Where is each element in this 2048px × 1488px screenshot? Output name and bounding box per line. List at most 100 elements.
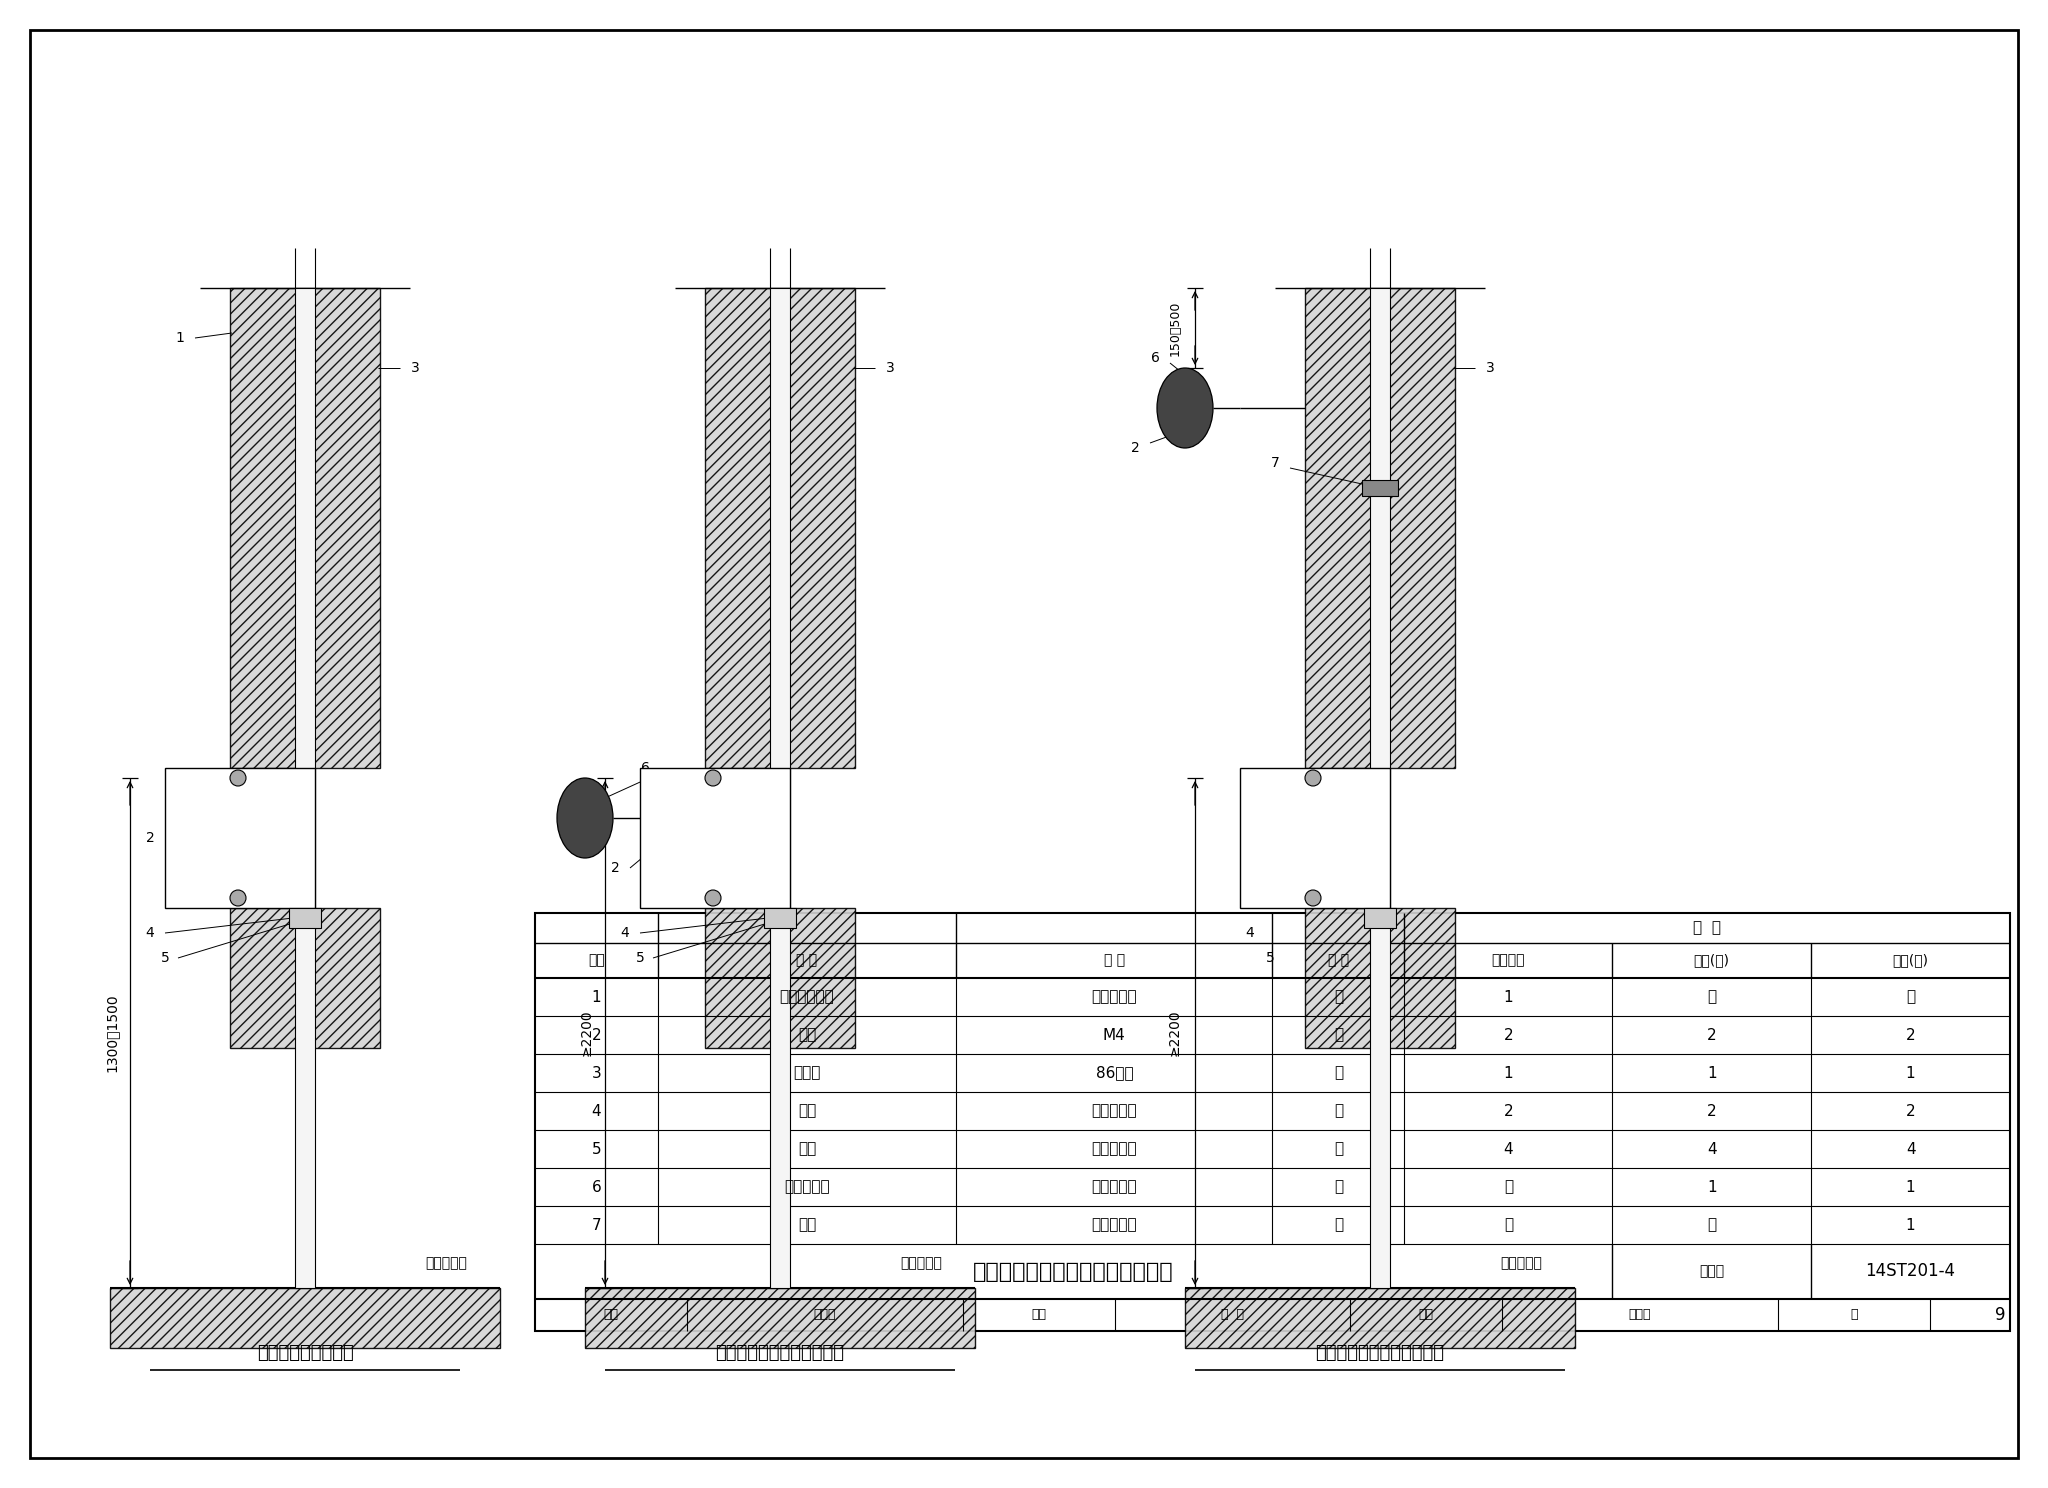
- Text: 个: 个: [1333, 1065, 1343, 1080]
- Text: 序号: 序号: [588, 954, 604, 967]
- Text: 方式(二): 方式(二): [1892, 954, 1929, 967]
- Bar: [1362, 481, 1399, 496]
- Text: 2: 2: [1907, 1104, 1915, 1119]
- Text: 2: 2: [145, 830, 154, 845]
- Ellipse shape: [557, 778, 612, 859]
- Text: 2: 2: [1130, 440, 1139, 455]
- Text: 2: 2: [1503, 1104, 1513, 1119]
- Text: 4: 4: [1503, 1141, 1513, 1156]
- Text: 4: 4: [1907, 1141, 1915, 1156]
- Text: 4: 4: [1245, 926, 1253, 940]
- Text: 86系列: 86系列: [1096, 1065, 1133, 1080]
- Text: 150～500: 150～500: [1169, 301, 1182, 356]
- Text: －: －: [1708, 1217, 1716, 1232]
- Text: 王  涛: 王 涛: [1221, 1308, 1243, 1321]
- Bar: [639, 768, 791, 908]
- Bar: [111, 1289, 500, 1348]
- Bar: [1305, 289, 1454, 768]
- Text: 手动报警按钮: 手动报警按钮: [780, 990, 834, 1004]
- Text: 2: 2: [610, 862, 618, 875]
- Text: 5: 5: [635, 951, 645, 966]
- Text: 个: 个: [1333, 990, 1343, 1004]
- Text: 1: 1: [1706, 1180, 1716, 1195]
- Text: 锁母: 锁母: [799, 1141, 817, 1156]
- Text: 地（楼）面: 地（楼）面: [426, 1256, 467, 1269]
- Text: 2: 2: [1706, 1104, 1716, 1119]
- Bar: [764, 908, 797, 929]
- Text: 2: 2: [592, 1028, 602, 1043]
- Text: 单 位: 单 位: [1327, 954, 1350, 967]
- Text: 方式(一): 方式(一): [1694, 954, 1731, 967]
- Text: 名 称: 名 称: [797, 954, 817, 967]
- Text: 个: 个: [1333, 1217, 1343, 1232]
- Text: 材料表: 材料表: [1255, 878, 1290, 897]
- Text: 7: 7: [592, 1217, 602, 1232]
- Text: ≥2200: ≥2200: [1167, 1010, 1182, 1056]
- Circle shape: [229, 890, 246, 906]
- Circle shape: [1305, 769, 1321, 786]
- Text: －: －: [1907, 990, 1915, 1004]
- Circle shape: [229, 769, 246, 786]
- Text: 手动报警按钮及声光警报器安装图: 手动报警按钮及声光警报器安装图: [973, 1262, 1174, 1281]
- Bar: [229, 289, 381, 768]
- Text: 4: 4: [145, 926, 154, 940]
- Text: 图集号: 图集号: [1700, 1265, 1724, 1278]
- Text: 个: 个: [1333, 1141, 1343, 1156]
- Text: 审核: 审核: [604, 1308, 618, 1321]
- Text: 个: 个: [1333, 1180, 1343, 1195]
- Text: 1: 1: [592, 990, 602, 1004]
- Bar: [770, 289, 791, 1289]
- Text: 设计: 设计: [1419, 1308, 1434, 1321]
- Text: 螺钉: 螺钉: [799, 1028, 817, 1043]
- Text: 见设计选型: 见设计选型: [1092, 1141, 1137, 1156]
- Bar: [535, 914, 2009, 1330]
- Text: 4: 4: [592, 1104, 602, 1119]
- Text: 校对: 校对: [1032, 1308, 1047, 1321]
- Text: 4: 4: [1706, 1141, 1716, 1156]
- Bar: [229, 908, 381, 1048]
- Circle shape: [705, 890, 721, 906]
- Text: 14ST201-4: 14ST201-4: [1866, 1262, 1956, 1281]
- Text: 接线盒: 接线盒: [793, 1065, 821, 1080]
- Text: 3: 3: [1485, 362, 1495, 375]
- Text: 4: 4: [621, 926, 629, 940]
- Text: 6: 6: [1151, 351, 1159, 365]
- Text: 李俊青: 李俊青: [1628, 1308, 1651, 1321]
- Text: ≥2200: ≥2200: [580, 1010, 594, 1056]
- Bar: [1186, 1289, 1575, 1348]
- Circle shape: [1305, 890, 1321, 906]
- Bar: [1364, 908, 1397, 929]
- Circle shape: [705, 769, 721, 786]
- Text: 2: 2: [1907, 1028, 1915, 1043]
- Bar: [705, 289, 854, 768]
- Text: 声光警报器安装方式（一）: 声光警报器安装方式（一）: [715, 1344, 844, 1362]
- Text: 2: 2: [1706, 1028, 1716, 1043]
- Text: 规 格: 规 格: [1104, 954, 1124, 967]
- Text: 2: 2: [1503, 1028, 1513, 1043]
- Bar: [705, 908, 854, 1048]
- Text: 6: 6: [641, 760, 649, 775]
- Text: 管卡: 管卡: [799, 1217, 817, 1232]
- Text: 姚凤成: 姚凤成: [813, 1308, 836, 1321]
- Text: 5: 5: [1266, 951, 1274, 966]
- Text: 见设计选型: 见设计选型: [1092, 1180, 1137, 1195]
- Text: 根: 根: [1333, 1028, 1343, 1043]
- Text: M4: M4: [1104, 1028, 1126, 1043]
- Text: 个: 个: [1333, 1104, 1343, 1119]
- Text: 1: 1: [1503, 990, 1513, 1004]
- Text: 声光警报器: 声光警报器: [784, 1180, 829, 1195]
- Text: 声光警报器安装方式（二）: 声光警报器安装方式（二）: [1315, 1344, 1444, 1362]
- Text: 数  量: 数 量: [1694, 921, 1720, 936]
- Text: 3: 3: [592, 1065, 602, 1080]
- Bar: [166, 768, 315, 908]
- Bar: [586, 1289, 975, 1348]
- Text: 1: 1: [1503, 1065, 1513, 1080]
- Text: 1: 1: [1907, 1065, 1915, 1080]
- Text: 1: 1: [1907, 1217, 1915, 1232]
- Text: 7: 7: [1270, 455, 1280, 470]
- Bar: [295, 289, 315, 1289]
- Text: 页: 页: [1849, 1308, 1858, 1321]
- Text: －: －: [1708, 990, 1716, 1004]
- Text: 5: 5: [592, 1141, 602, 1156]
- Bar: [1305, 908, 1454, 1048]
